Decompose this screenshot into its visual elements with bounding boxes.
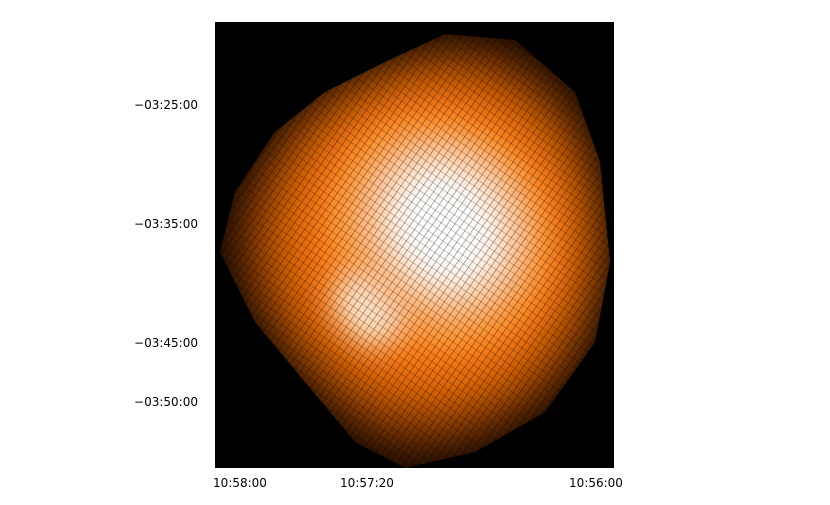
y-tick-label: −03:45:00 — [134, 336, 198, 350]
x-tick-label: 10:57:20 — [340, 476, 394, 490]
emission-region — [220, 34, 610, 468]
y-tick-label: −03:35:00 — [134, 217, 198, 231]
y-tick-label: −03:25:00 — [134, 98, 198, 112]
x-tick-label: 10:58:00 — [213, 476, 267, 490]
exposure-map — [220, 34, 610, 468]
sky-image — [215, 22, 614, 468]
y-tick-label: −03:50:00 — [134, 395, 198, 409]
x-tick-label: 10:56:00 — [569, 476, 623, 490]
